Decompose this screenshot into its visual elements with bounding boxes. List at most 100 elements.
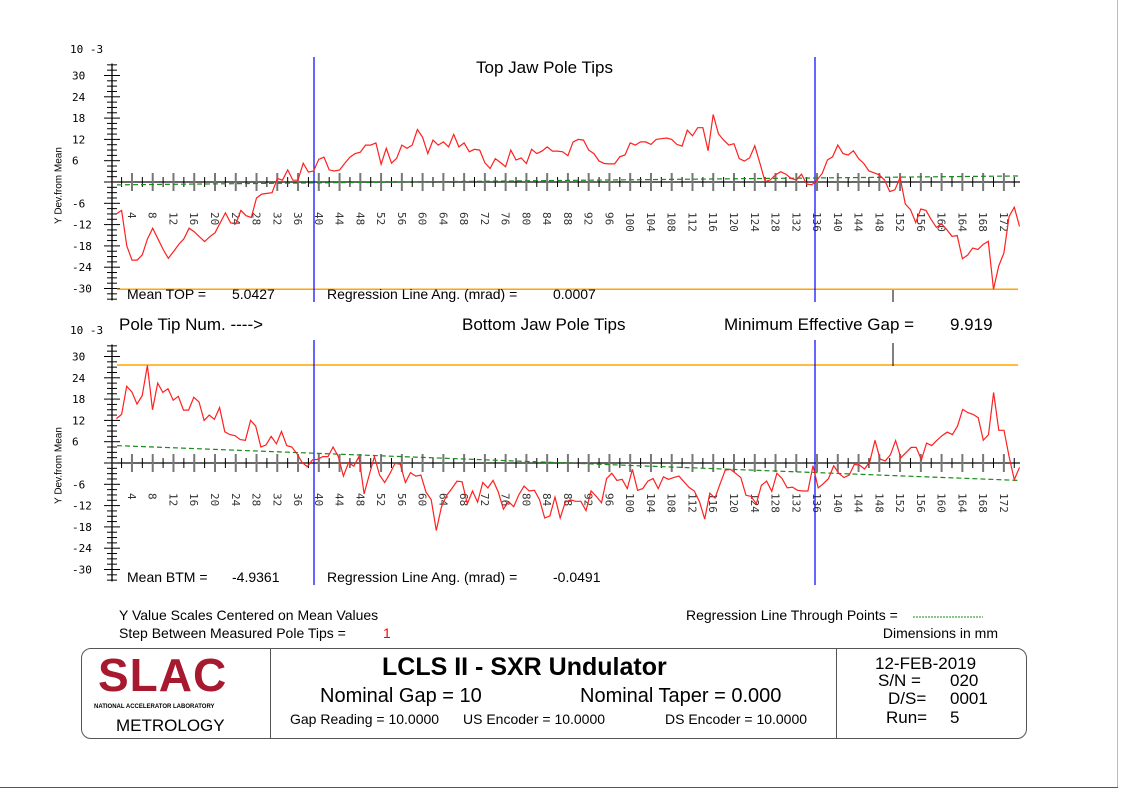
bottom-regression-value: -0.0491 <box>553 569 601 585</box>
top-x-tick-label: 92 <box>582 212 595 225</box>
top-regression-line <box>116 175 1019 186</box>
bottom-x-tick-label: 12 <box>166 493 179 506</box>
serial-label: S/N = <box>878 671 921 690</box>
report-title: LCLS II - SXR Undulator <box>382 653 667 681</box>
top-x-tick-label: 20 <box>208 212 221 225</box>
top-x-tick-label: 64 <box>436 212 449 226</box>
top-x-tick-label: 104 <box>644 212 657 232</box>
mean-top-value: 5.0427 <box>232 286 275 302</box>
bottom-x-tick-label: 48 <box>353 493 366 506</box>
top-x-tick-label: 144 <box>852 212 865 232</box>
report-date: 12-FEB-2019 <box>875 654 977 673</box>
bottom-y-tick-label: -12 <box>72 500 92 513</box>
bottom-y-tick-label: -18 <box>72 521 92 534</box>
bottom-regression-line <box>116 445 1019 481</box>
bottom-x-tick-label: 132 <box>789 493 802 513</box>
top-x-tick-label: 32 <box>270 212 283 225</box>
top-chart-title: Top Jaw Pole Tips <box>476 58 614 77</box>
top-x-tick-label: 140 <box>831 212 844 232</box>
top-x-tick-label: 16 <box>187 212 200 225</box>
top-x-tick-label: 156 <box>914 212 927 232</box>
bottom-x-tick-label: 144 <box>852 493 865 513</box>
bottom-x-tick-label: 112 <box>685 493 698 513</box>
top-y-tick-label: 18 <box>72 112 85 125</box>
bottom-x-tick-label: 140 <box>831 493 844 513</box>
top-data-series <box>116 114 1021 290</box>
top-x-tick-label: 4 <box>125 212 138 219</box>
bottom-x-tick-label: 16 <box>187 493 200 506</box>
top-x-tick-label: 172 <box>997 212 1010 232</box>
bottom-y-tick-label: -6 <box>72 478 85 491</box>
bottom-x-tick-label: 128 <box>769 493 782 513</box>
ds-label: D/S= <box>888 689 927 708</box>
bottom-x-tick-label: 104 <box>644 493 657 513</box>
top-x-tick-label: 116 <box>706 212 719 232</box>
top-x-tick-label: 76 <box>499 212 512 225</box>
bottom-x-tick-label: 44 <box>333 493 346 507</box>
top-x-tick-label: 136 <box>810 212 823 232</box>
bottom-y-tick-label: 6 <box>72 436 79 449</box>
page-edge-right <box>1117 0 1118 788</box>
bottom-y-tick-label: -30 <box>72 564 92 577</box>
scales-note: Y Value Scales Centered on Mean Values <box>119 607 379 623</box>
top-x-tick-label: 8 <box>146 212 159 219</box>
nominal-taper: Nominal Taper = 0.000 <box>580 685 782 707</box>
top-x-tick-label: 68 <box>457 212 470 225</box>
top-x-tick-label: 120 <box>727 212 740 232</box>
bottom-x-tick-label: 80 <box>519 493 532 506</box>
top-y-tick-label: -12 <box>72 219 92 232</box>
bottom-y-exponent: 10 -3 <box>70 324 104 337</box>
top-x-tick-label: 152 <box>893 212 906 232</box>
top-y-axis-label: Y Dev.from Mean <box>53 147 65 224</box>
top-y-tick-label: -30 <box>72 283 92 296</box>
bottom-x-tick-label: 120 <box>727 493 740 513</box>
bottom-x-tick-label: 32 <box>270 493 283 506</box>
run-value: 5 <box>950 708 960 727</box>
bottom-y-tick-label: 24 <box>72 372 86 385</box>
ds-encoder: DS Encoder = 10.0000 <box>665 711 808 727</box>
mean-top-label: Mean TOP = <box>127 286 206 302</box>
min-gap-label: Minimum Effective Gap = <box>724 315 915 334</box>
top-y-exponent: 10 -3 <box>70 43 104 56</box>
top-x-tick-label: 128 <box>769 212 782 232</box>
mean-btm-label: Mean BTM = <box>127 569 208 585</box>
top-y-tick-label: -18 <box>72 240 92 253</box>
title-divider-right <box>836 649 837 738</box>
bottom-x-tick-label: 24 <box>229 493 242 507</box>
bottom-x-tick-label: 160 <box>935 493 948 513</box>
top-x-tick-label: 60 <box>416 212 429 225</box>
top-x-tick-label: 100 <box>623 212 636 232</box>
ds-value: 0001 <box>950 689 988 708</box>
us-encoder: US Encoder = 10.0000 <box>463 711 606 727</box>
bottom-x-tick-label: 156 <box>914 493 927 513</box>
bottom-x-tick-label: 148 <box>872 493 885 513</box>
regression-legend-label: Regression Line Through Points = <box>686 607 898 623</box>
top-x-tick-label: 44 <box>333 212 346 226</box>
top-y-tick-label: 30 <box>72 70 85 83</box>
step-label: Step Between Measured Pole Tips = <box>119 625 346 641</box>
top-x-tick-label: 84 <box>540 212 553 226</box>
bottom-y-tick-label: 12 <box>72 414 85 427</box>
bottom-x-tick-label: 92 <box>582 493 595 506</box>
nominal-gap: Nominal Gap = 10 <box>320 685 482 707</box>
bottom-x-tick-label: 88 <box>561 493 574 506</box>
title-divider-left <box>270 649 271 738</box>
top-x-tick-label: 52 <box>374 212 387 225</box>
bottom-x-tick-label: 40 <box>312 493 325 506</box>
top-x-tick-label: 80 <box>519 212 532 225</box>
bottom-x-tick-label: 100 <box>623 493 636 513</box>
top-x-tick-label: 28 <box>250 212 263 225</box>
bottom-chart-title: Bottom Jaw Pole Tips <box>462 315 626 334</box>
bottom-x-tick-label: 28 <box>250 493 263 506</box>
top-x-tick-label: 36 <box>291 212 304 225</box>
mean-btm-value: -4.9361 <box>232 569 280 585</box>
slac-logo-subtitle: NATIONAL ACCELERATOR LABORATORY <box>94 704 215 710</box>
serial-value: 020 <box>950 671 979 690</box>
top-x-tick-label: 132 <box>789 212 802 232</box>
bottom-x-tick-label: 136 <box>810 493 823 513</box>
top-y-tick-label: 12 <box>72 133 85 146</box>
top-regression-label: Regression Line Ang. (mrad) = <box>327 286 518 302</box>
top-y-tick-label: -6 <box>72 197 85 210</box>
